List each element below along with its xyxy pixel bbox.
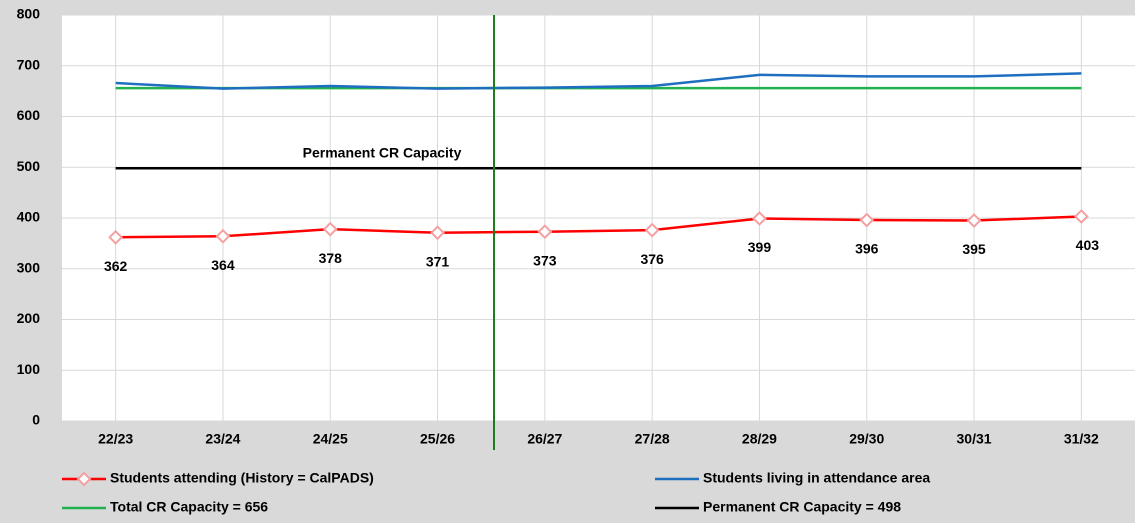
x-tick-label: 30/31 <box>957 431 992 447</box>
annotation: Permanent CR Capacity <box>303 145 462 161</box>
series-line <box>115 215 1082 239</box>
x-tick-label: 27/28 <box>635 431 670 447</box>
x-tick-label: 22/23 <box>98 431 133 447</box>
data-label: 371 <box>426 253 450 269</box>
legend-label: Permanent CR Capacity = 498 <box>703 499 901 515</box>
x-tick-label: 23/24 <box>205 431 240 447</box>
x-tick-label: 29/30 <box>849 431 884 447</box>
legend-label: Students living in attendance area <box>703 470 930 486</box>
y-tick-label: 200 <box>17 310 41 326</box>
data-label: 364 <box>211 257 235 273</box>
x-tick-label: 31/32 <box>1064 431 1099 447</box>
point-marker <box>537 224 553 240</box>
point-marker <box>859 212 875 228</box>
y-tick-label: 500 <box>17 158 41 174</box>
legend-marker <box>76 471 92 487</box>
x-tick-label: 24/25 <box>313 431 348 447</box>
y-tick-label: 700 <box>17 56 41 72</box>
legend-label: Students attending (History = CalPADS) <box>110 470 374 486</box>
point-marker <box>108 229 124 245</box>
data-label: 378 <box>319 250 343 266</box>
point-marker <box>966 213 982 228</box>
data-label: 395 <box>962 241 986 257</box>
point-marker <box>644 222 660 238</box>
series-line <box>115 72 1082 90</box>
data-label: 396 <box>855 241 879 257</box>
grid <box>62 14 1135 422</box>
series <box>108 72 1089 245</box>
legend-label: Total CR Capacity = 656 <box>110 499 268 515</box>
data-label: 399 <box>748 239 772 255</box>
point-marker <box>1073 209 1089 224</box>
y-tick-label: 0 <box>32 412 40 428</box>
y-tick-label: 100 <box>17 361 41 377</box>
point-marker <box>430 225 445 241</box>
x-tick-label: 28/29 <box>742 431 777 447</box>
point-marker <box>215 228 231 244</box>
y-tick-label: 600 <box>17 107 41 123</box>
data-label: 362 <box>104 258 128 274</box>
data-label: 373 <box>533 252 557 268</box>
y-tick-label: 300 <box>17 259 41 275</box>
point-marker <box>752 211 767 226</box>
point-marker <box>322 221 338 237</box>
y-tick-label: 800 <box>17 6 41 22</box>
y-tick-label: 400 <box>17 209 41 225</box>
x-tick-label: 25/26 <box>420 431 455 447</box>
data-label: 403 <box>1076 237 1100 253</box>
x-tick-label: 26/27 <box>527 431 562 447</box>
data-label: 376 <box>640 251 664 267</box>
